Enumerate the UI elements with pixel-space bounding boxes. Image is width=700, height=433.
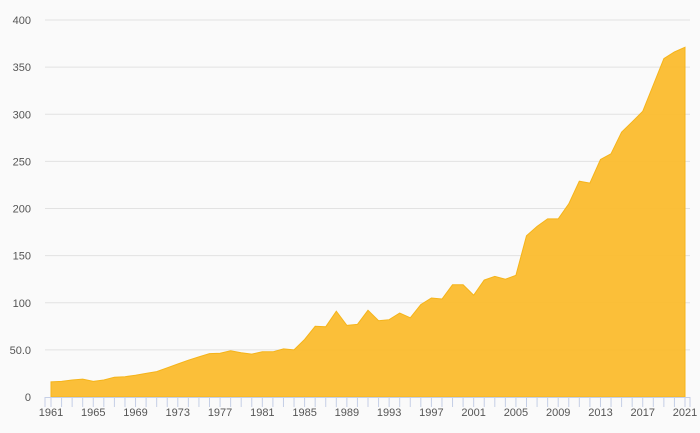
- y-tick-label: 0: [25, 392, 31, 404]
- x-tick-label: 2021: [673, 407, 697, 419]
- x-tick-label: 1961: [39, 407, 63, 419]
- x-tick-label: 1969: [123, 407, 147, 419]
- y-tick-label: 150: [13, 251, 31, 263]
- y-tick-label: 400: [13, 15, 31, 27]
- y-tick-label: 50.0: [10, 345, 31, 357]
- x-tick-label: 2001: [461, 407, 485, 419]
- y-axis: 0 50.0 100 150 200 250 300 350 400: [10, 15, 31, 404]
- x-tick-label: 1977: [208, 407, 232, 419]
- x-tick-label: 2017: [630, 407, 654, 419]
- x-tick-label: 1989: [335, 407, 359, 419]
- x-tick-label: 2009: [546, 407, 570, 419]
- x-tick-label: 1973: [166, 407, 190, 419]
- y-tick-label: 200: [13, 204, 31, 216]
- x-tick-label: 2005: [504, 407, 528, 419]
- x-tick-label: 1965: [81, 407, 105, 419]
- y-tick-label: 300: [13, 109, 31, 121]
- x-tick-label: 1997: [419, 407, 443, 419]
- gridlines: [45, 19, 690, 351]
- x-tick-label: 1981: [250, 407, 274, 419]
- y-tick-label: 100: [13, 298, 31, 310]
- x-axis: 1961 1965 1969 1973 1977 1981 1985 1989 1993 1997…: [39, 397, 697, 419]
- x-tick-label: 1993: [377, 407, 401, 419]
- y-tick-label: 350: [13, 62, 31, 74]
- area-fill: [50, 46, 686, 398]
- x-tick-label: 1985: [292, 407, 316, 419]
- x-tick-label: 2013: [588, 407, 612, 419]
- y-tick-label: 250: [13, 156, 31, 168]
- area-series: [50, 46, 686, 398]
